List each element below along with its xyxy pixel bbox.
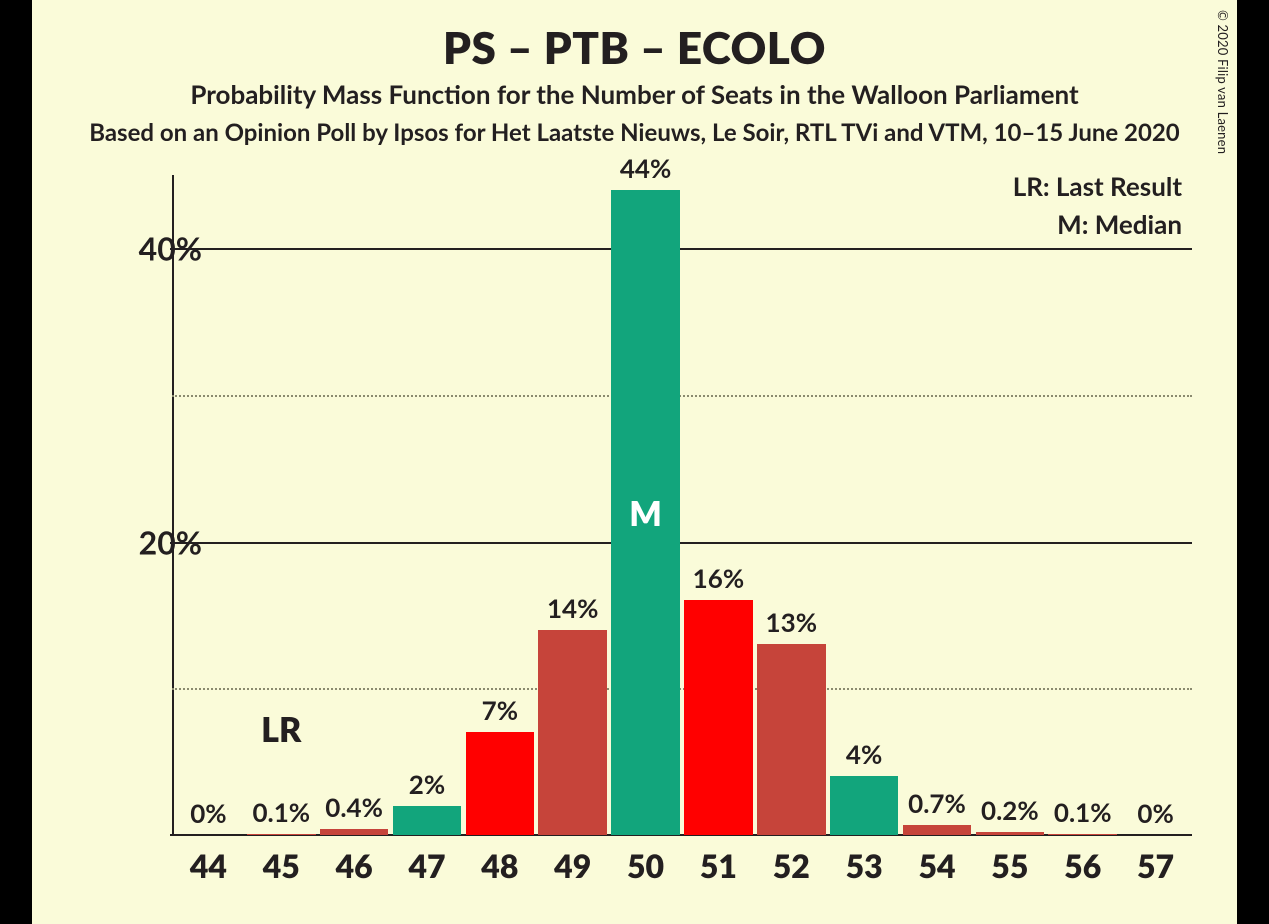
bar-value-label: 0.7% bbox=[908, 787, 966, 825]
bar: 44%M bbox=[611, 190, 679, 835]
chart-title: PS – PTB – ECOLO bbox=[32, 22, 1237, 74]
x-axis-label: 55 bbox=[991, 846, 1028, 885]
x-axis-label: 57 bbox=[1137, 846, 1174, 885]
bar-value-label: 0.2% bbox=[981, 794, 1039, 832]
plot-area: 0%LR0.1%0.4%2%7%14%44%M16%13%4%0.7%0.2%0… bbox=[172, 175, 1192, 835]
bar-value-label: 7% bbox=[482, 694, 518, 732]
bar: 2% bbox=[393, 806, 461, 835]
x-axis-label: 50 bbox=[627, 846, 664, 885]
x-axis-label: 49 bbox=[554, 846, 591, 885]
bar: 7% bbox=[466, 732, 534, 835]
bar-value-label: 4% bbox=[846, 738, 882, 776]
x-axis-label: 48 bbox=[481, 846, 518, 885]
bar: 16% bbox=[684, 600, 752, 835]
bar-value-label: 0% bbox=[1137, 797, 1173, 835]
bar-value-label: 14% bbox=[547, 592, 598, 630]
bar: 4% bbox=[830, 776, 898, 835]
chart-canvas: © 2020 Filip van Laenen PS – PTB – ECOLO… bbox=[32, 0, 1237, 924]
x-axis-label: 53 bbox=[846, 846, 883, 885]
lr-marker: LR bbox=[261, 709, 301, 750]
bar-value-label: 0.4% bbox=[325, 791, 383, 829]
bar: 14% bbox=[538, 630, 606, 835]
bar: 0.1% bbox=[1048, 834, 1116, 835]
bar-value-label: 0.1% bbox=[1054, 796, 1112, 834]
x-axis-label: 44 bbox=[190, 846, 227, 885]
x-axis-label: 45 bbox=[263, 846, 300, 885]
x-axis-label: 52 bbox=[773, 846, 810, 885]
bar: 0.4% bbox=[320, 829, 388, 835]
x-axis-label: 46 bbox=[336, 846, 373, 885]
bar: 0.2% bbox=[976, 832, 1044, 835]
bar-value-label: 2% bbox=[409, 768, 445, 806]
chart-footnote: Based on an Opinion Poll by Ipsos for He… bbox=[32, 118, 1237, 147]
y-axis-label: 40% bbox=[139, 229, 202, 268]
x-axis-label: 56 bbox=[1064, 846, 1101, 885]
x-axis-label: 54 bbox=[918, 846, 955, 885]
bars-container: 0%LR0.1%0.4%2%7%14%44%M16%13%4%0.7%0.2%0… bbox=[172, 175, 1192, 835]
x-axis-label: 51 bbox=[700, 846, 737, 885]
bar-value-label: 13% bbox=[766, 606, 817, 644]
x-axis-label: 47 bbox=[408, 846, 445, 885]
bar-value-label: 16% bbox=[693, 562, 744, 600]
bar: 13% bbox=[757, 644, 825, 835]
bar-value-label: 44% bbox=[620, 152, 671, 190]
bar-value-label: 0% bbox=[190, 797, 226, 835]
bar-value-label: 0.1% bbox=[252, 796, 310, 834]
chart-subtitle: Probability Mass Function for the Number… bbox=[32, 78, 1237, 110]
bar: 0.1% bbox=[247, 834, 315, 835]
bar: 0.7% bbox=[903, 825, 971, 835]
median-marker: M bbox=[629, 493, 662, 534]
y-axis-label: 20% bbox=[139, 522, 202, 561]
